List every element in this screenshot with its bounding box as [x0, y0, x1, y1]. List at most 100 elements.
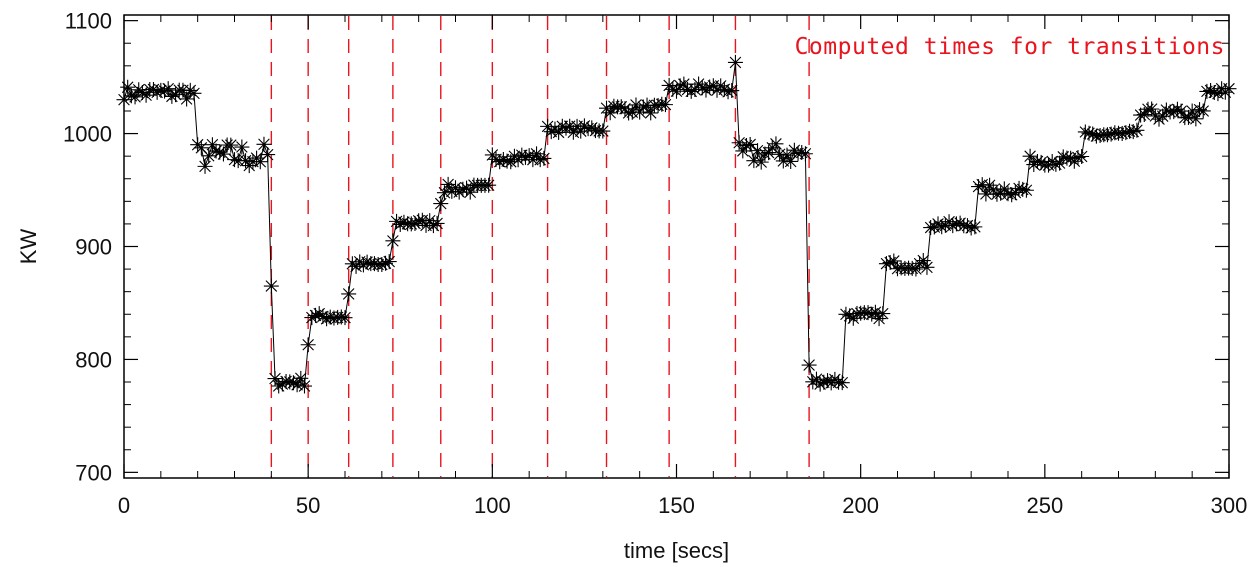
- axis-ticks: [123, 15, 1230, 478]
- x-tick-label: 100: [474, 493, 511, 518]
- data-point: [510, 152, 526, 168]
- tick-labels: 0 50 100 150 200 250 300 700 800 900 1000 1100: [63, 9, 1247, 518]
- data-point: [959, 218, 975, 234]
- data-point: [381, 254, 397, 270]
- data-point: [274, 376, 290, 392]
- y-tick-label: 1000: [63, 122, 112, 147]
- data-point: [208, 143, 224, 159]
- data-point: [632, 104, 648, 120]
- x-tick-label: 0: [118, 493, 130, 518]
- data-point: [1085, 126, 1101, 142]
- data-point: [407, 216, 423, 232]
- data-point: [967, 219, 983, 235]
- data-point: [499, 153, 515, 169]
- data-point: [683, 83, 699, 99]
- data-point: [1155, 108, 1171, 124]
- data-point: [1074, 148, 1090, 164]
- data-point: [425, 218, 441, 234]
- data-point: [565, 124, 581, 140]
- data-point: [716, 81, 732, 97]
- data-point: [223, 137, 239, 153]
- data-point: [731, 135, 747, 151]
- data-point: [643, 105, 659, 121]
- y-tick-label: 900: [75, 235, 112, 260]
- data-point: [1081, 125, 1097, 141]
- data-point: [319, 311, 335, 327]
- data-point: [727, 54, 743, 70]
- data-point: [919, 259, 935, 275]
- data-point: [812, 376, 828, 392]
- data-point: [1129, 122, 1145, 138]
- data-point: [411, 213, 427, 229]
- data-point: [1195, 103, 1211, 119]
- data-point: [1048, 156, 1064, 172]
- data-point: [864, 306, 880, 322]
- data-point: [1015, 181, 1031, 197]
- data-point: [179, 91, 195, 107]
- data-point: [308, 307, 324, 323]
- data-point: [212, 144, 228, 160]
- data-point: [599, 100, 615, 116]
- data-point: [293, 370, 309, 386]
- data-point: [794, 145, 810, 161]
- data-point: [687, 81, 703, 97]
- data-point: [801, 357, 817, 373]
- data-point: [337, 310, 353, 326]
- data-point: [392, 216, 408, 232]
- data-point: [440, 176, 456, 192]
- data-line-layer: [123, 62, 1230, 388]
- data-point: [1022, 148, 1038, 164]
- data-point: [455, 181, 471, 197]
- data-point: [157, 83, 173, 99]
- data-point: [886, 253, 902, 269]
- data-point: [341, 286, 357, 302]
- data-point: [1055, 149, 1071, 165]
- data-point: [1052, 155, 1068, 171]
- data-point: [168, 87, 184, 103]
- transitions-annotation: Computed times for transitions: [795, 34, 1225, 60]
- data-point: [1136, 107, 1152, 123]
- data-point: [808, 371, 824, 387]
- data-point: [842, 308, 858, 324]
- data-point: [820, 373, 836, 389]
- data-point: [344, 256, 360, 272]
- data-point: [300, 337, 316, 353]
- x-tick-label: 300: [1211, 493, 1248, 518]
- data-point: [635, 99, 651, 115]
- x-tick-label: 250: [1026, 493, 1063, 518]
- data-point: [665, 81, 681, 97]
- data-point: [164, 88, 180, 104]
- data-point: [366, 256, 382, 272]
- data-point: [669, 83, 684, 99]
- data-point: [974, 177, 990, 193]
- data-point: [271, 378, 287, 394]
- data-point: [621, 105, 637, 121]
- data-point: [720, 84, 736, 100]
- data-point: [904, 260, 920, 276]
- data-point: [558, 120, 574, 136]
- data-point: [1018, 182, 1034, 198]
- data-point: [433, 196, 449, 212]
- data-point: [1103, 126, 1119, 142]
- data-point: [396, 214, 412, 230]
- data-point: [238, 153, 254, 169]
- data-point: [529, 146, 545, 162]
- data-point: [134, 84, 150, 100]
- x-axis-label: time [secs]: [624, 538, 729, 563]
- data-point: [311, 306, 327, 322]
- data-point: [650, 97, 666, 113]
- data-point: [429, 215, 445, 231]
- data-point: [1206, 85, 1222, 101]
- data-point: [197, 158, 213, 174]
- data-point: [495, 152, 511, 168]
- data-point: [267, 371, 283, 387]
- data-point: [378, 255, 394, 271]
- data-point: [672, 78, 688, 94]
- data-point: [227, 152, 242, 168]
- data-point: [1144, 101, 1160, 117]
- data-point: [422, 213, 438, 229]
- data-point: [1011, 180, 1027, 196]
- data-point: [871, 311, 887, 327]
- data-point: [1166, 104, 1182, 120]
